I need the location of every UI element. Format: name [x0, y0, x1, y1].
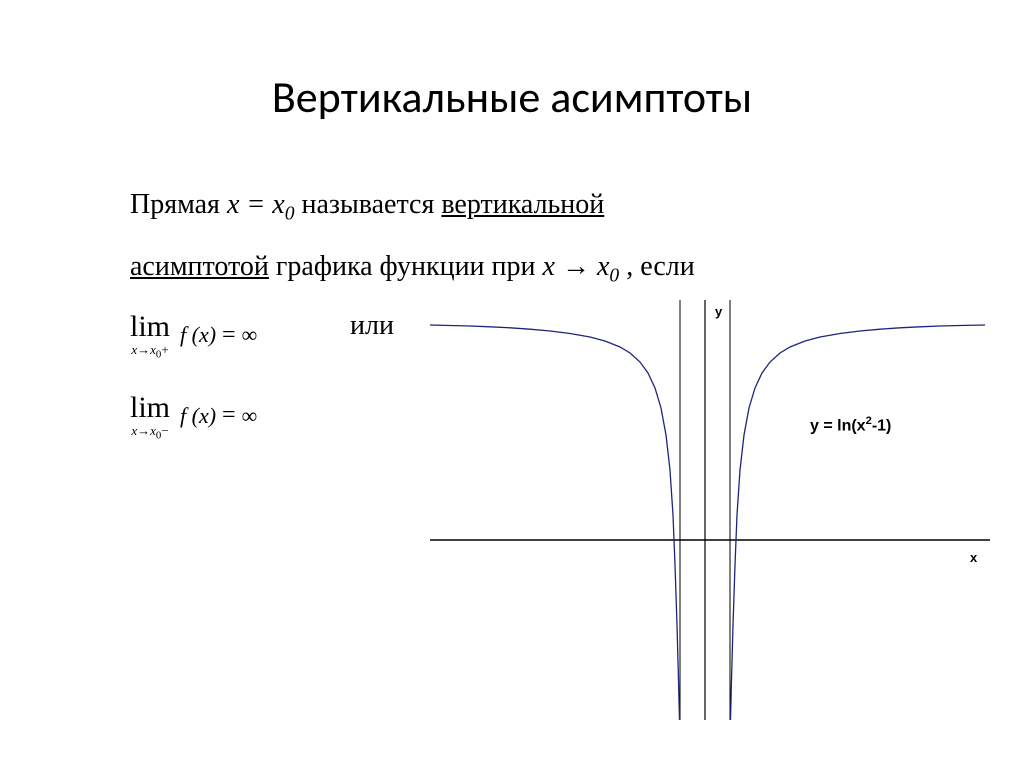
def-term-1: вертикальной	[441, 189, 604, 220]
fn-label-pre: y = ln(x	[810, 417, 866, 434]
definition-line-2: асимптотой графика функции при x → x0 , …	[130, 242, 930, 294]
def-sub0: 0	[285, 204, 295, 225]
def-arr-x: x	[543, 251, 555, 282]
chart: y x y = ln(x2-1)	[430, 300, 990, 720]
limit-minus: lim x→x0− f (x) = ∞	[130, 391, 257, 442]
lim-minus-fx: f (x)	[180, 403, 216, 429]
slide-title: Вертикальные асимптоты	[0, 70, 1024, 124]
or-word: или	[350, 310, 394, 342]
def-term-2: асимптотой	[130, 251, 269, 282]
def-post1: графика функции при	[276, 251, 543, 282]
def-arr-sub: 0	[609, 265, 619, 286]
lim-plus-fx: f (x)	[180, 322, 216, 348]
slide: Вертикальные асимптоты Прямая x = x0 наз…	[0, 0, 1024, 767]
def-arr-x0: x0	[597, 251, 626, 282]
lim-plus-stack: lim x→x0+	[130, 310, 170, 361]
x-axis-label: x	[970, 550, 977, 565]
definition-text: Прямая x = x0 называется вертикальной ас…	[130, 180, 930, 294]
fn-label-suf: -1)	[872, 417, 892, 434]
lim-plus-inf: ∞	[242, 322, 258, 348]
def-pre: Прямая	[130, 189, 227, 220]
y-axis-label: y	[715, 304, 722, 319]
lim-minus-eq: =	[222, 402, 236, 429]
chart-svg	[430, 300, 990, 720]
lim-sub-plus: x→x0+	[131, 342, 168, 361]
def-arrow: →	[562, 251, 597, 282]
lim-plus-eq: =	[222, 322, 236, 349]
lim-sub-minus: x→x0−	[131, 423, 168, 442]
lim-word-2: lim	[130, 391, 170, 425]
def-post2: , если	[626, 251, 695, 282]
def-xeq: x = x0	[227, 189, 302, 220]
lim-minus-stack: lim x→x0−	[130, 391, 170, 442]
def-mid: называется	[301, 189, 441, 220]
def-xeq-txt: x = x	[227, 189, 285, 220]
limit-plus: lim x→x0+ f (x) = ∞	[130, 310, 257, 361]
lim-word-1: lim	[130, 310, 170, 344]
lim-minus-inf: ∞	[242, 403, 258, 429]
definition-line-1: Прямая x = x0 называется вертикальной	[130, 180, 930, 232]
limits-block: lim x→x0+ f (x) = ∞ lim x→x0− f (x) = ∞	[130, 310, 257, 471]
function-label: y = ln(x2-1)	[810, 415, 891, 435]
def-arr-x0-txt: x	[597, 251, 609, 282]
